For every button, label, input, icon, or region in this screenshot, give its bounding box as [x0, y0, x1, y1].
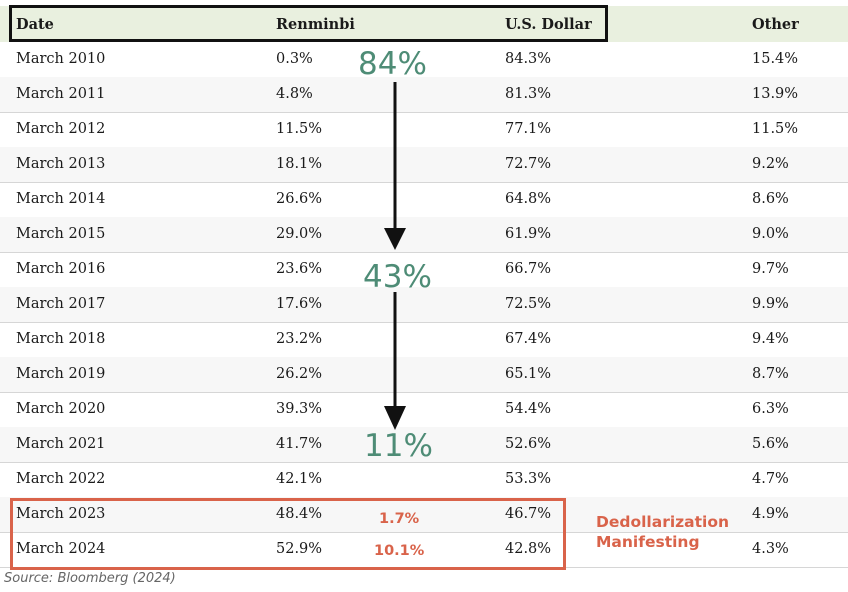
cell-usd: 65.1% [505, 366, 552, 382]
cell-other: 4.9% [752, 506, 789, 522]
cell-usd: 61.9% [505, 226, 552, 242]
table-row: March 2011 4.8% 81.3% 13.9% [0, 77, 848, 113]
cell-other: 9.2% [752, 156, 789, 172]
table-row: March 2013 18.1% 72.7% 9.2% [0, 147, 848, 183]
table-header: Date Renminbi U.S. Dollar Other [0, 6, 848, 42]
cell-date: March 2020 [16, 401, 106, 417]
cell-usd: 52.6% [505, 436, 552, 452]
cell-renminbi: 0.3% [276, 51, 313, 67]
table-row: March 2022 42.1% 53.3% 4.7% [0, 462, 848, 498]
cell-other: 11.5% [752, 121, 799, 137]
cell-date: March 2012 [16, 121, 106, 137]
table-row: March 2020 39.3% 54.4% 6.3% [0, 392, 848, 428]
header-usd: U.S. Dollar [505, 16, 592, 33]
cell-usd: 67.4% [505, 331, 552, 347]
cell-usd: 72.5% [505, 296, 552, 312]
table-row: March 2019 26.2% 65.1% 8.7% [0, 357, 848, 393]
trend-label-end: 11% [364, 428, 433, 464]
cell-renminbi: 29.0% [276, 226, 323, 242]
cell-other: 9.9% [752, 296, 789, 312]
cell-other: 13.9% [752, 86, 799, 102]
header-highlight-box [9, 5, 608, 42]
cell-renminbi: 26.6% [276, 191, 323, 207]
cell-usd: 64.8% [505, 191, 552, 207]
recent-change-2023: 1.7% [379, 511, 420, 527]
cell-date: March 2015 [16, 226, 106, 242]
cell-usd: 46.7% [505, 506, 552, 522]
cell-usd: 72.7% [505, 156, 552, 172]
recent-years-highlight-box [10, 498, 566, 570]
cell-date: March 2023 [16, 506, 106, 522]
table-row: March 2017 17.6% 72.5% 9.9% [0, 287, 848, 323]
cell-other: 8.7% [752, 366, 789, 382]
trend-label-start: 84% [358, 46, 427, 82]
cell-renminbi: 17.6% [276, 296, 323, 312]
cell-usd: 54.4% [505, 401, 552, 417]
cell-date: March 2011 [16, 86, 106, 102]
cell-usd: 77.1% [505, 121, 552, 137]
cell-other: 9.7% [752, 261, 789, 277]
cell-date: March 2016 [16, 261, 106, 277]
cell-renminbi: 42.1% [276, 471, 323, 487]
trend-label-mid: 43% [363, 259, 432, 295]
cell-date: March 2014 [16, 191, 106, 207]
header-other: Other [752, 16, 799, 33]
table-row: March 2015 29.0% 61.9% 9.0% [0, 217, 848, 253]
callout-line-1: Dedollarization [596, 513, 730, 531]
cell-other: 9.0% [752, 226, 789, 242]
cell-date: March 2022 [16, 471, 106, 487]
table-row: March 2018 23.2% 67.4% 9.4% [0, 322, 848, 358]
cell-date: March 2013 [16, 156, 106, 172]
cell-renminbi: 4.8% [276, 86, 313, 102]
down-arrow-icon [384, 82, 406, 250]
cell-renminbi: 52.9% [276, 541, 323, 557]
cell-date: March 2010 [16, 51, 106, 67]
cell-renminbi: 39.3% [276, 401, 323, 417]
cell-other: 4.7% [752, 471, 789, 487]
header-date: Date [16, 16, 54, 33]
table-row: March 2012 11.5% 77.1% 11.5% [0, 112, 848, 148]
down-arrow-icon [384, 292, 406, 430]
table-row: March 2014 26.6% 64.8% 8.6% [0, 182, 848, 218]
cell-renminbi: 41.7% [276, 436, 323, 452]
cell-renminbi: 23.2% [276, 331, 323, 347]
cell-usd: 42.8% [505, 541, 552, 557]
cell-usd: 81.3% [505, 86, 552, 102]
cell-other: 4.3% [752, 541, 789, 557]
recent-change-2024: 10.1% [374, 543, 425, 559]
source-note: Source: Bloomberg (2024) [4, 571, 176, 586]
cell-renminbi: 18.1% [276, 156, 323, 172]
cell-usd: 66.7% [505, 261, 552, 277]
cell-date: March 2018 [16, 331, 106, 347]
cell-renminbi: 23.6% [276, 261, 323, 277]
cell-other: 15.4% [752, 51, 799, 67]
cell-date: March 2019 [16, 366, 106, 382]
cell-date: March 2024 [16, 541, 106, 557]
table-row: March 2021 41.7% 52.6% 5.6% [0, 427, 848, 463]
cell-renminbi: 26.2% [276, 366, 323, 382]
cell-usd: 53.3% [505, 471, 552, 487]
dedollarization-callout: Dedollarization Manifesting [596, 512, 729, 552]
cell-other: 6.3% [752, 401, 789, 417]
cell-other: 9.4% [752, 331, 789, 347]
table-row: March 2023 48.4% 46.7% 4.9% [0, 497, 848, 533]
cell-other: 8.6% [752, 191, 789, 207]
cell-date: March 2017 [16, 296, 106, 312]
cell-usd: 84.3% [505, 51, 552, 67]
cell-renminbi: 11.5% [276, 121, 323, 137]
header-renminbi: Renminbi [276, 16, 355, 33]
callout-line-2: Manifesting [596, 533, 700, 551]
cell-renminbi: 48.4% [276, 506, 323, 522]
cell-date: March 2021 [16, 436, 106, 452]
cell-other: 5.6% [752, 436, 789, 452]
